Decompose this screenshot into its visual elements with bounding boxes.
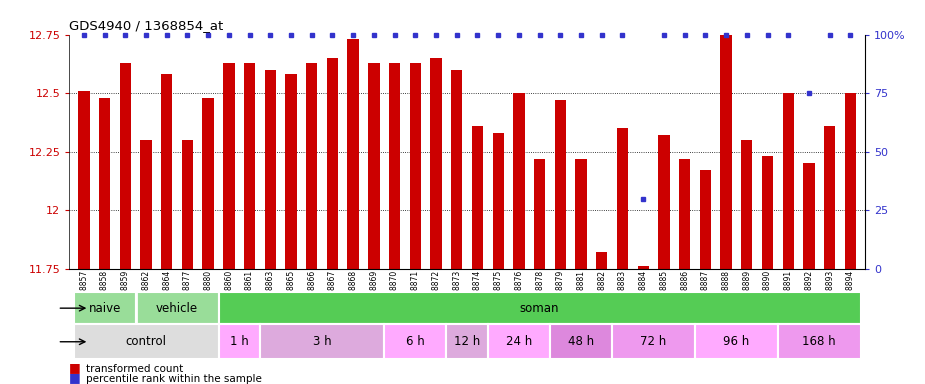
Bar — [161, 74, 172, 269]
Text: percentile rank within the sample: percentile rank within the sample — [86, 374, 262, 384]
Bar — [410, 63, 421, 269]
Text: ■: ■ — [69, 361, 81, 374]
Bar — [617, 128, 628, 269]
Bar — [845, 93, 856, 269]
Bar — [699, 170, 711, 269]
Bar — [575, 159, 586, 269]
Bar — [136, 292, 218, 324]
Bar — [472, 126, 483, 269]
Text: 1 h: 1 h — [230, 335, 249, 348]
Bar — [203, 98, 214, 269]
Text: 72 h: 72 h — [640, 335, 667, 348]
Bar — [513, 93, 524, 269]
Bar — [679, 159, 690, 269]
Text: vehicle: vehicle — [156, 302, 198, 314]
Bar — [73, 324, 218, 359]
Bar — [73, 292, 136, 324]
Bar — [824, 126, 835, 269]
Text: control: control — [126, 335, 166, 348]
Bar — [487, 324, 550, 359]
Bar — [218, 324, 260, 359]
Bar — [637, 266, 649, 269]
Bar — [306, 63, 317, 269]
Bar — [348, 39, 359, 269]
Bar — [778, 324, 861, 359]
Bar — [223, 63, 235, 269]
Bar — [659, 135, 670, 269]
Bar — [492, 133, 504, 269]
Text: GDS4940 / 1368854_at: GDS4940 / 1368854_at — [69, 19, 224, 32]
Bar — [368, 63, 379, 269]
Bar — [244, 63, 255, 269]
Bar — [141, 140, 152, 269]
Bar — [218, 292, 861, 324]
Bar — [384, 324, 447, 359]
Bar — [327, 58, 339, 269]
Text: ■: ■ — [69, 371, 81, 384]
Text: 12 h: 12 h — [454, 335, 480, 348]
Bar — [430, 58, 442, 269]
Bar — [181, 140, 193, 269]
Text: 96 h: 96 h — [723, 335, 749, 348]
Text: 168 h: 168 h — [803, 335, 836, 348]
Bar — [721, 23, 732, 269]
Bar — [762, 156, 773, 269]
Text: transformed count: transformed count — [86, 364, 183, 374]
Bar — [79, 91, 90, 269]
Text: 6 h: 6 h — [406, 335, 425, 348]
Bar — [99, 98, 110, 269]
Bar — [695, 324, 778, 359]
Text: 3 h: 3 h — [313, 335, 331, 348]
Bar — [265, 70, 276, 269]
Bar — [550, 324, 612, 359]
Text: 24 h: 24 h — [506, 335, 532, 348]
Bar — [451, 70, 462, 269]
Bar — [447, 324, 487, 359]
Text: naive: naive — [89, 302, 121, 314]
Bar — [260, 324, 384, 359]
Bar — [285, 74, 297, 269]
Text: soman: soman — [520, 302, 560, 314]
Bar — [388, 63, 401, 269]
Bar — [119, 63, 131, 269]
Bar — [741, 140, 753, 269]
Bar — [534, 159, 546, 269]
Bar — [803, 164, 815, 269]
Bar — [596, 252, 608, 269]
Bar — [783, 93, 794, 269]
Bar — [555, 100, 566, 269]
Bar — [612, 324, 695, 359]
Text: 48 h: 48 h — [568, 335, 594, 348]
